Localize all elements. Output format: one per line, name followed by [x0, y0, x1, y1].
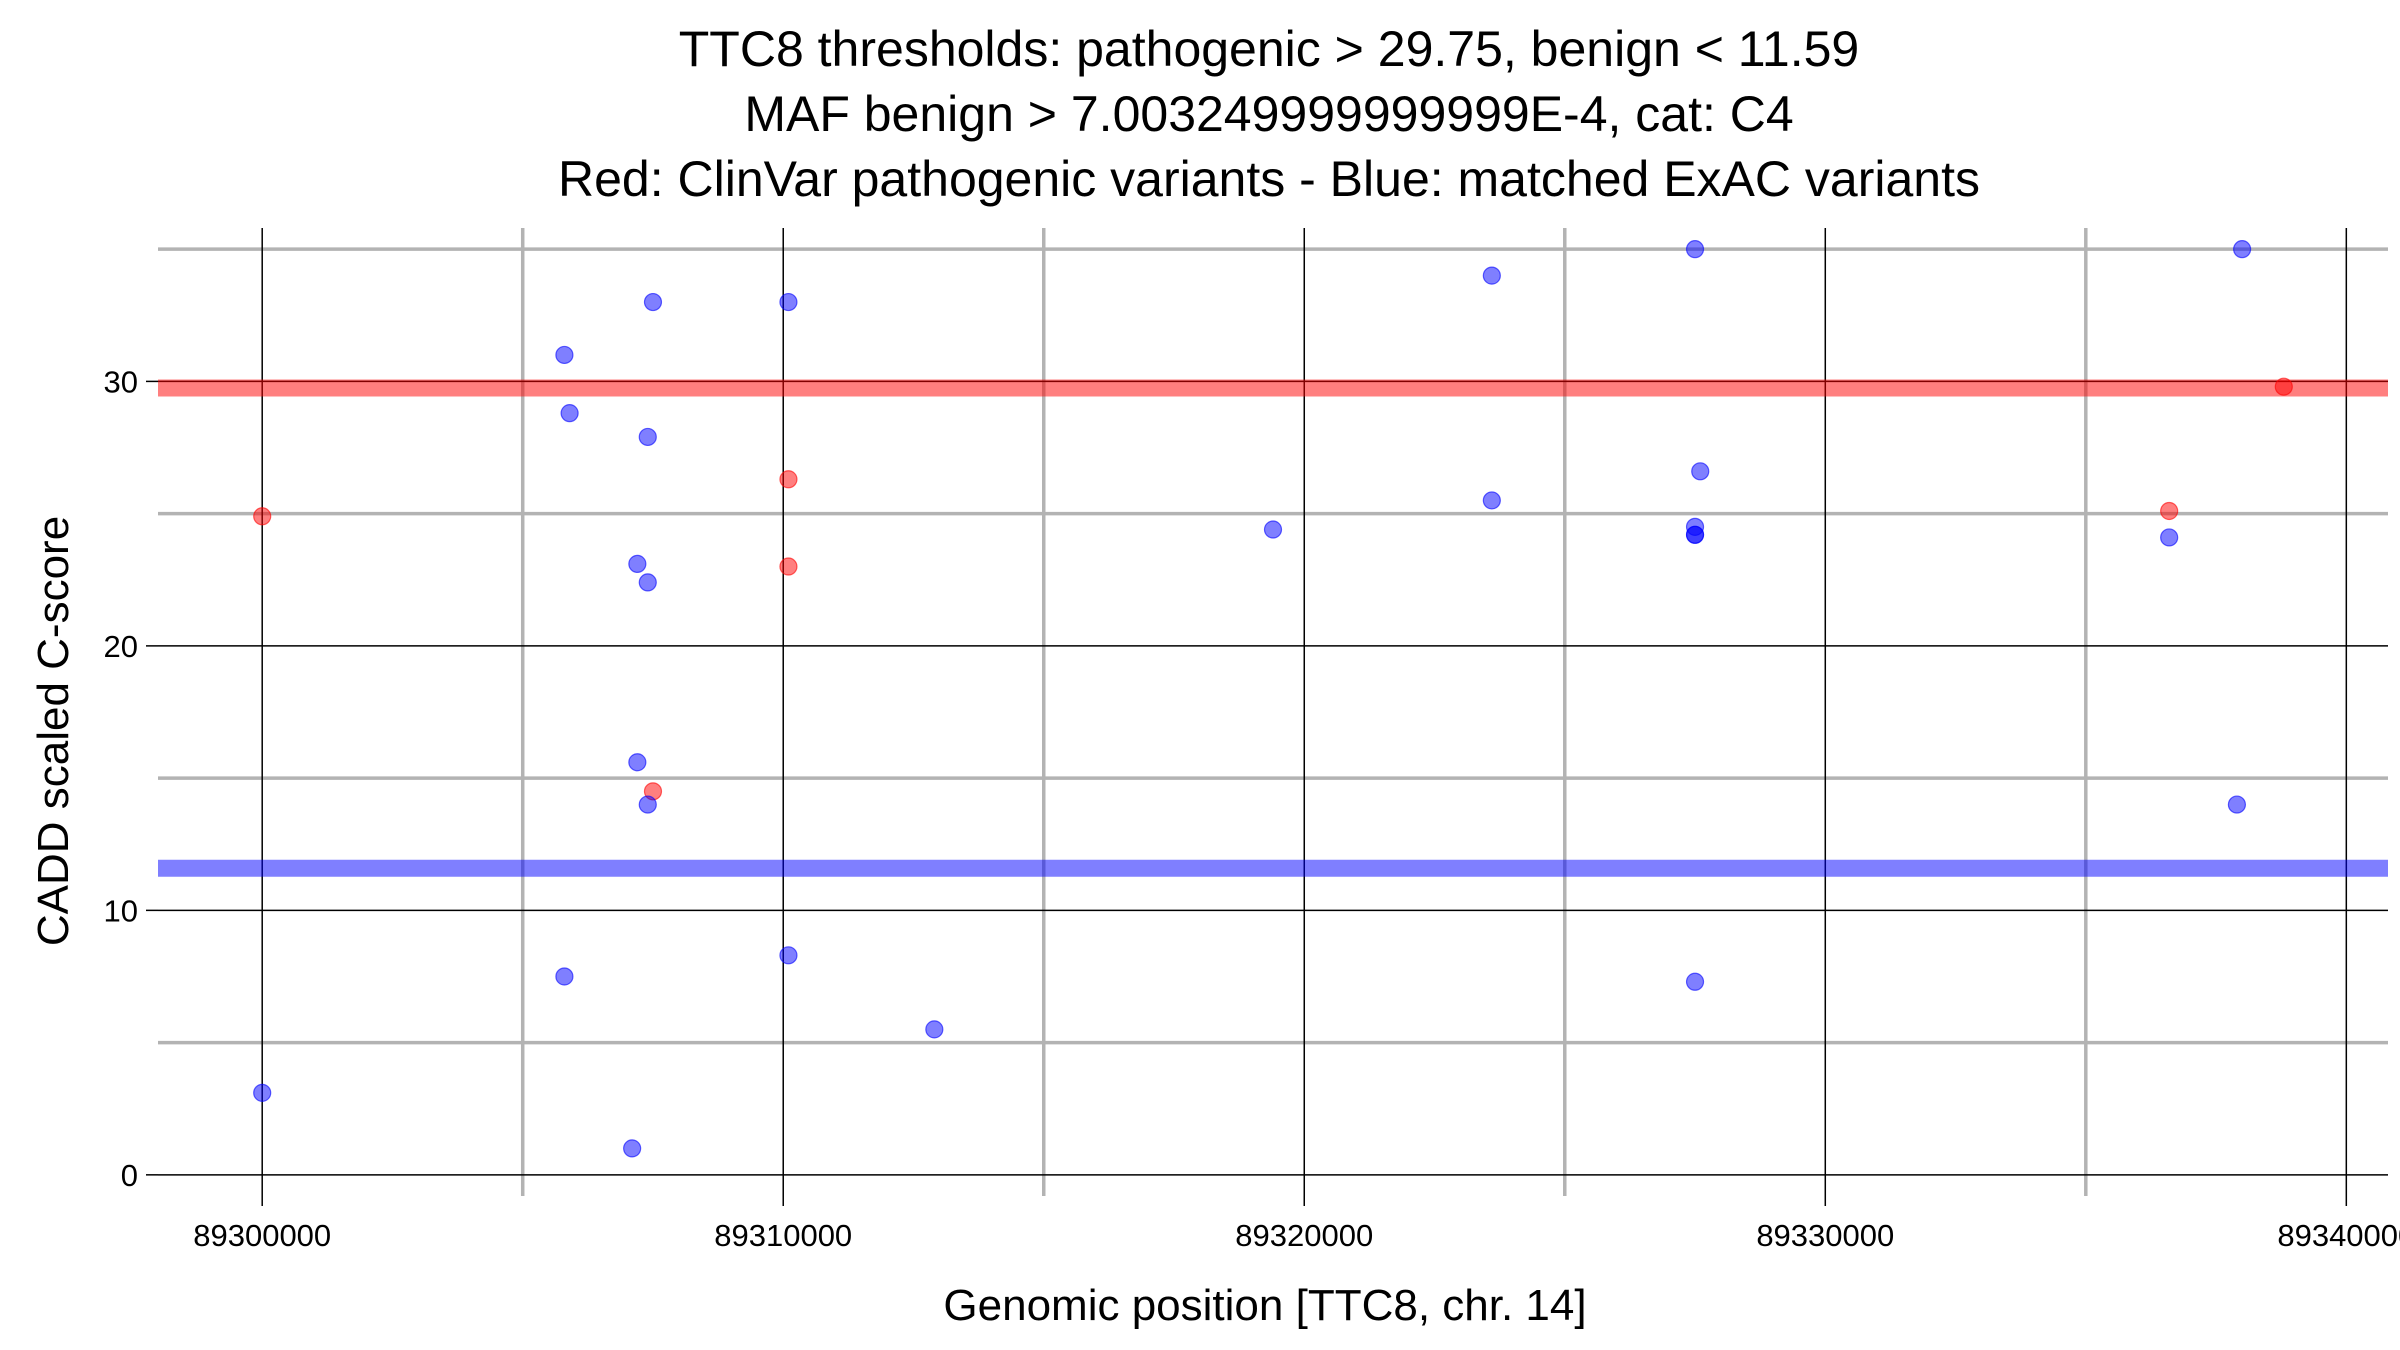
exac-point: [1263, 520, 1283, 539]
exac-point: [638, 573, 657, 592]
major-gridlines: [158, 228, 2388, 1196]
tick-labels: 89300000 89310000 89320000 89330000 8934000 0…: [104, 364, 2400, 1253]
exac-point: [253, 1083, 272, 1102]
exac-point: [779, 946, 798, 965]
exac-point: [1691, 462, 1710, 481]
data-points: [253, 240, 2293, 1158]
clinvar-point: [2160, 501, 2179, 521]
exac-point: [2233, 240, 2252, 259]
exac-point: [628, 554, 647, 573]
axes: [146, 380, 2348, 1206]
x-tick-label: 89310000: [714, 1218, 852, 1253]
exac-point: [1685, 240, 1705, 259]
exac-point: [925, 1020, 944, 1039]
clinvar-point: [779, 470, 798, 489]
title-line-3: Red: ClinVar pathogenic variants - Blue:…: [558, 151, 1980, 207]
x-tick-label: 89330000: [1756, 1218, 1894, 1253]
threshold-bands: [158, 379, 2388, 877]
x-tick-label: 89300000: [193, 1218, 331, 1253]
exac-point: [779, 292, 798, 312]
exac-point: [560, 404, 579, 423]
y-axis-title: CADD scaled C-score: [29, 516, 78, 946]
y-tick-label: 0: [121, 1158, 138, 1193]
y-tick-label: 30: [104, 364, 138, 399]
y-tick-label: 20: [104, 629, 138, 664]
exac-point: [2227, 795, 2247, 814]
x-axis-title: Genomic position [TTC8, chr. 14]: [943, 1281, 1586, 1330]
chart-title: TTC8 thresholds: pathogenic > 29.75, ben…: [558, 21, 1980, 207]
minor-gridlines: [158, 228, 2388, 1196]
exac-point: [555, 967, 574, 986]
exac-point: [1482, 491, 1501, 510]
exac-point: [628, 753, 647, 772]
title-line-1: TTC8 thresholds: pathogenic > 29.75, ben…: [679, 21, 1859, 77]
clinvar-point: [779, 557, 798, 576]
exac-point: [2160, 528, 2179, 547]
exac-point: [1482, 266, 1501, 285]
clinvar-point: [2274, 377, 2293, 396]
exac-point: [1685, 525, 1705, 544]
exac-point: [638, 427, 657, 447]
exac-point: [638, 795, 657, 814]
clinvar-point: [253, 507, 272, 526]
exac-point: [555, 345, 574, 365]
x-tick-label: 89320000: [1235, 1218, 1373, 1253]
y-tick-label: 10: [104, 893, 138, 928]
exac-point: [643, 292, 663, 312]
exac-point: [1685, 972, 1705, 991]
title-line-2: MAF benign > 7.003249999999999E-4, cat: …: [744, 86, 1793, 142]
exac-point: [623, 1139, 642, 1158]
